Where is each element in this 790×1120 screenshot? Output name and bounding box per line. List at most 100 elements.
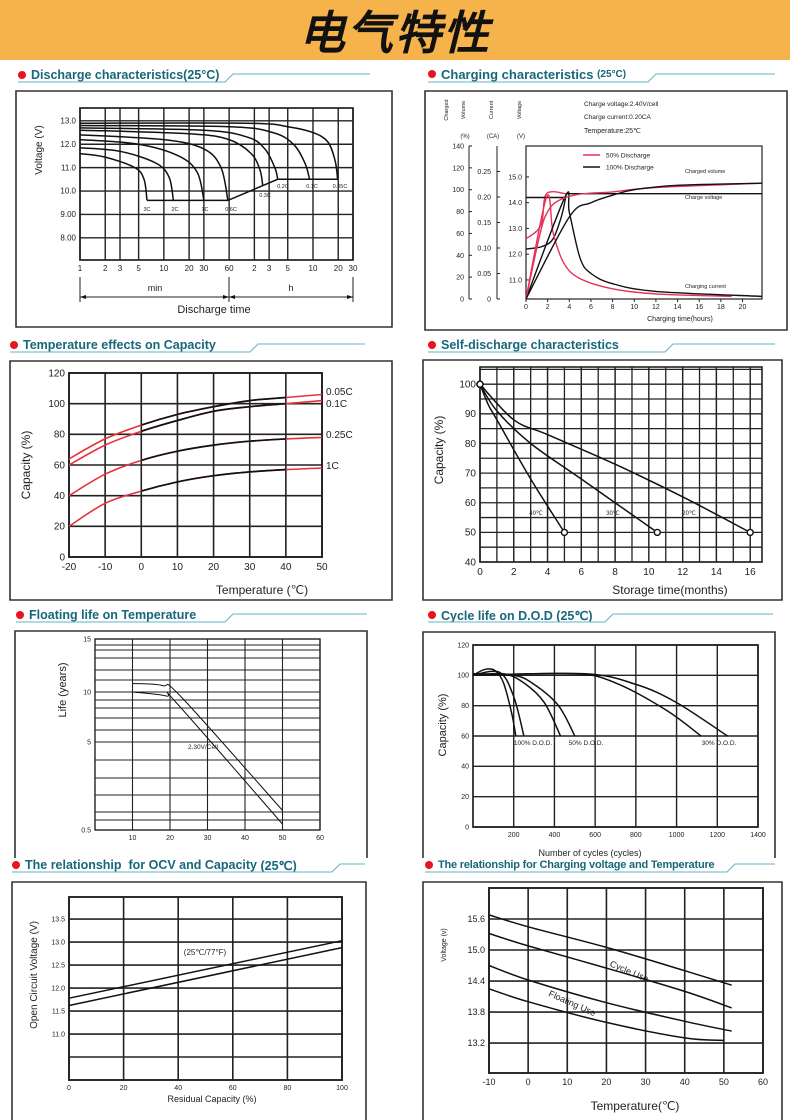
x-tick-label: 14 bbox=[711, 567, 723, 578]
x-tick-label: 30 bbox=[349, 264, 358, 273]
x-tick-label: -20 bbox=[62, 562, 77, 573]
x-tick-label: 600 bbox=[589, 832, 601, 839]
y-tick-label: 15.0 bbox=[467, 945, 485, 955]
y-axis-label: Life (years) bbox=[57, 662, 69, 717]
x-tick-label: 10 bbox=[129, 835, 137, 842]
x-tick-label: 16 bbox=[745, 567, 757, 578]
x-tick-label: 16 bbox=[695, 304, 703, 311]
y-tick-label-volume: 80 bbox=[456, 209, 464, 216]
section-title-text: Temperature effects on Capacity bbox=[23, 338, 216, 352]
chart-4: 10 20 30 40 50 60 0.5 5 10 15 2.30V/Cell Life (year… bbox=[57, 636, 324, 842]
y-tick-label-voltage: 14.0 bbox=[508, 200, 522, 207]
x-tick-label: 60 bbox=[758, 1077, 768, 1087]
series-line bbox=[525, 194, 567, 250]
plot-area bbox=[68, 896, 343, 1081]
y-tick-label: 10.0 bbox=[60, 187, 76, 196]
plot-area bbox=[488, 887, 764, 1074]
series-line bbox=[479, 383, 658, 534]
curve-label: 2.30V/Cell bbox=[188, 744, 219, 751]
x-tick-label: 30 bbox=[204, 835, 212, 842]
section-underline bbox=[428, 343, 775, 353]
section-title-floating-life: Floating life on Temperature bbox=[16, 607, 196, 623]
curve-label: 100% D.O.D. bbox=[514, 740, 552, 747]
y-tick-label-volume: 20 bbox=[456, 275, 464, 282]
section-title-text: The relationship for Charging voltage an… bbox=[438, 859, 715, 871]
x-axis-label: Storage time(months) bbox=[612, 583, 727, 597]
x-tick-label: 3 bbox=[118, 264, 123, 273]
bullet-icon bbox=[428, 611, 436, 619]
x-tick-label: 800 bbox=[630, 832, 642, 839]
series-line bbox=[79, 152, 148, 201]
y-axis-unit-current: (CA) bbox=[487, 134, 499, 140]
y-tick-label: 40 bbox=[461, 764, 469, 771]
y-tick-label-voltage: 11.0 bbox=[509, 277, 522, 284]
x-tick-label: 4 bbox=[567, 304, 571, 311]
series-line bbox=[472, 672, 728, 737]
series-line bbox=[488, 988, 724, 1042]
x-tick-label: 10 bbox=[630, 304, 638, 311]
series-line bbox=[488, 914, 732, 986]
x-axis-label: Charging time(hours) bbox=[647, 316, 713, 323]
y-axis-label: Voltage (v) bbox=[441, 928, 448, 961]
y-tick-label: 10 bbox=[83, 689, 91, 696]
plot-area bbox=[525, 145, 763, 300]
y-axis-label: Capacity (%) bbox=[432, 416, 446, 485]
curve-label: 0.2C bbox=[277, 184, 289, 190]
y-axis-unit-voltage: (V) bbox=[517, 134, 525, 140]
x-tick-label: 40 bbox=[680, 1077, 690, 1087]
series-line bbox=[479, 383, 751, 534]
x-tick-label: 6 bbox=[579, 567, 585, 578]
series-line bbox=[79, 129, 264, 186]
curve-label: 40℃ bbox=[529, 511, 543, 517]
x-tick-label: 40 bbox=[174, 1085, 182, 1092]
x-tick-label: 60 bbox=[225, 264, 234, 273]
y-tick-label: 80 bbox=[461, 703, 469, 710]
section-title-discharge: Discharge characteristics(25°C) bbox=[18, 67, 219, 83]
y-tick-label-volume: 0 bbox=[460, 297, 464, 304]
bullet-icon bbox=[18, 71, 26, 79]
y-tick-label: 12.5 bbox=[51, 962, 65, 969]
x-tick-label: 20 bbox=[601, 1077, 611, 1087]
section-title-self-discharge: Self-discharge characteristics bbox=[428, 337, 619, 353]
x-tick-label: 18 bbox=[717, 304, 725, 311]
arrowhead-icon bbox=[80, 295, 86, 299]
x-tick-label: 8 bbox=[611, 304, 615, 311]
y-tick-label: 13.8 bbox=[467, 1007, 485, 1017]
section-underline bbox=[16, 613, 367, 623]
y-tick-label: 20 bbox=[461, 794, 469, 801]
series-line-extrapolated bbox=[68, 436, 323, 497]
x-tick-label: 5 bbox=[286, 264, 291, 273]
curve-label: 20℃ bbox=[682, 511, 696, 517]
x-tick-label: 0 bbox=[139, 562, 145, 573]
y-tick-label: 5 bbox=[87, 739, 91, 746]
y-axis-label-volume: Volume bbox=[461, 101, 467, 119]
curve-label: 0.05C bbox=[326, 387, 353, 398]
series-line bbox=[479, 383, 566, 533]
x-tick-label: 20 bbox=[334, 264, 343, 273]
section-title-text: Floating life on Temperature bbox=[29, 608, 197, 622]
y-axis-label-voltage: Voltage bbox=[517, 101, 523, 119]
section-title-temperature: Temperature effects on Capacity bbox=[10, 337, 216, 353]
chart-panel-frame bbox=[15, 90, 393, 328]
y-tick-label: 14.4 bbox=[467, 976, 485, 986]
y-tick-label: 60 bbox=[461, 733, 469, 740]
curve-label: 30℃ bbox=[606, 511, 620, 517]
x-tick-label: 0 bbox=[526, 1077, 531, 1087]
y-tick-label: 13.5 bbox=[51, 916, 65, 923]
x-tick-label: 1400 bbox=[750, 832, 766, 839]
x-tick-label: 10 bbox=[172, 562, 184, 573]
x-tick-label: 14 bbox=[674, 304, 682, 311]
x-tick-label: 40 bbox=[241, 835, 249, 842]
discharge-time-range: min h bbox=[79, 277, 354, 302]
x-tick-label: -10 bbox=[98, 562, 113, 573]
chart-panel-frame bbox=[11, 881, 367, 1120]
curve-label: 0.1C bbox=[326, 399, 347, 410]
y-tick-label-current: 0.15 bbox=[477, 220, 491, 227]
y-tick-label-volume: 140 bbox=[452, 144, 464, 151]
arrowhead-icon bbox=[347, 295, 353, 299]
x-tick-label: 8 bbox=[612, 567, 618, 578]
y-axis-label: Voltage (V) bbox=[34, 125, 45, 174]
curve-label: 1C bbox=[326, 461, 339, 472]
x-tick-label: 400 bbox=[549, 832, 561, 839]
curve-label: 30% D.O.D. bbox=[702, 740, 737, 747]
